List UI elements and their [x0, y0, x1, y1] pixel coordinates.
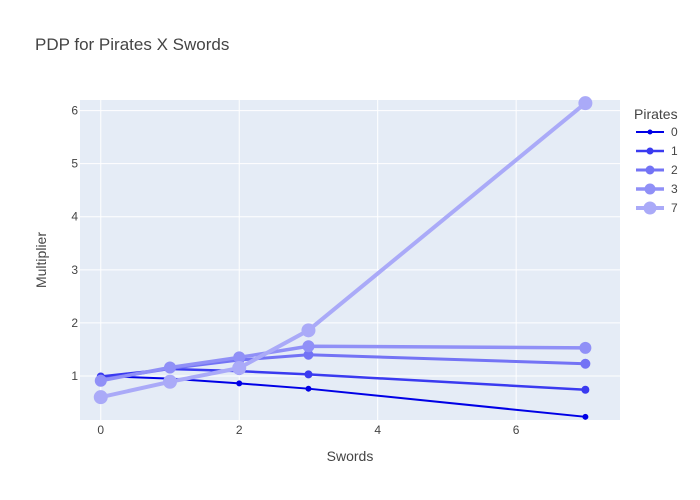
legend-marker-0 — [647, 129, 653, 135]
x-tick-label: 0 — [97, 423, 104, 437]
series-layer — [93, 96, 593, 420]
y-tick-label: 2 — [71, 316, 78, 330]
y-tick-label: 3 — [71, 263, 78, 277]
y-axis-title: Multiplier — [33, 232, 49, 288]
series-point-7 — [301, 323, 316, 338]
series-point-0 — [582, 413, 589, 420]
y-tick-label: 6 — [71, 104, 78, 118]
legend-label-0: 0 — [671, 125, 678, 139]
x-tick-label: 6 — [513, 423, 520, 437]
series-point-3 — [94, 374, 107, 387]
series-point-7 — [93, 390, 108, 405]
y-tick-label: 5 — [71, 157, 78, 171]
series-point-3 — [579, 341, 592, 354]
chart-title: PDP for Pirates X Swords — [35, 35, 229, 54]
series-point-7 — [163, 374, 177, 389]
series-point-7 — [578, 96, 593, 111]
axis-layer: 0 2 4 6 1 2 3 4 5 6 — [71, 104, 519, 437]
legend-marker-7 — [643, 201, 657, 215]
series-point-0 — [305, 385, 312, 392]
x-axis-title: Swords — [327, 448, 374, 464]
legend-label-2: 2 — [671, 163, 678, 177]
legend-marker-2 — [645, 165, 655, 175]
legend-label-1: 1 — [671, 144, 678, 158]
legend-marker-1 — [646, 147, 654, 155]
x-tick-label: 4 — [374, 423, 381, 437]
y-tick-label: 4 — [71, 210, 78, 224]
plot-area — [80, 100, 620, 420]
series-point-3 — [302, 340, 315, 353]
legend-title: Pirates — [634, 106, 678, 122]
series-point-2 — [580, 358, 591, 369]
series-point-1 — [304, 370, 313, 379]
y-tick-label: 1 — [71, 369, 78, 383]
legend-label-3: 3 — [671, 182, 678, 196]
legend-marker-3 — [644, 183, 656, 195]
series-point-7 — [232, 360, 247, 375]
x-tick-label: 2 — [236, 423, 243, 437]
series-point-0 — [236, 380, 243, 387]
series-point-3 — [164, 361, 176, 374]
legend: Pirates 0 1 2 3 7 — [634, 106, 678, 215]
legend-label-7: 7 — [671, 201, 678, 215]
series-point-1 — [581, 385, 590, 394]
